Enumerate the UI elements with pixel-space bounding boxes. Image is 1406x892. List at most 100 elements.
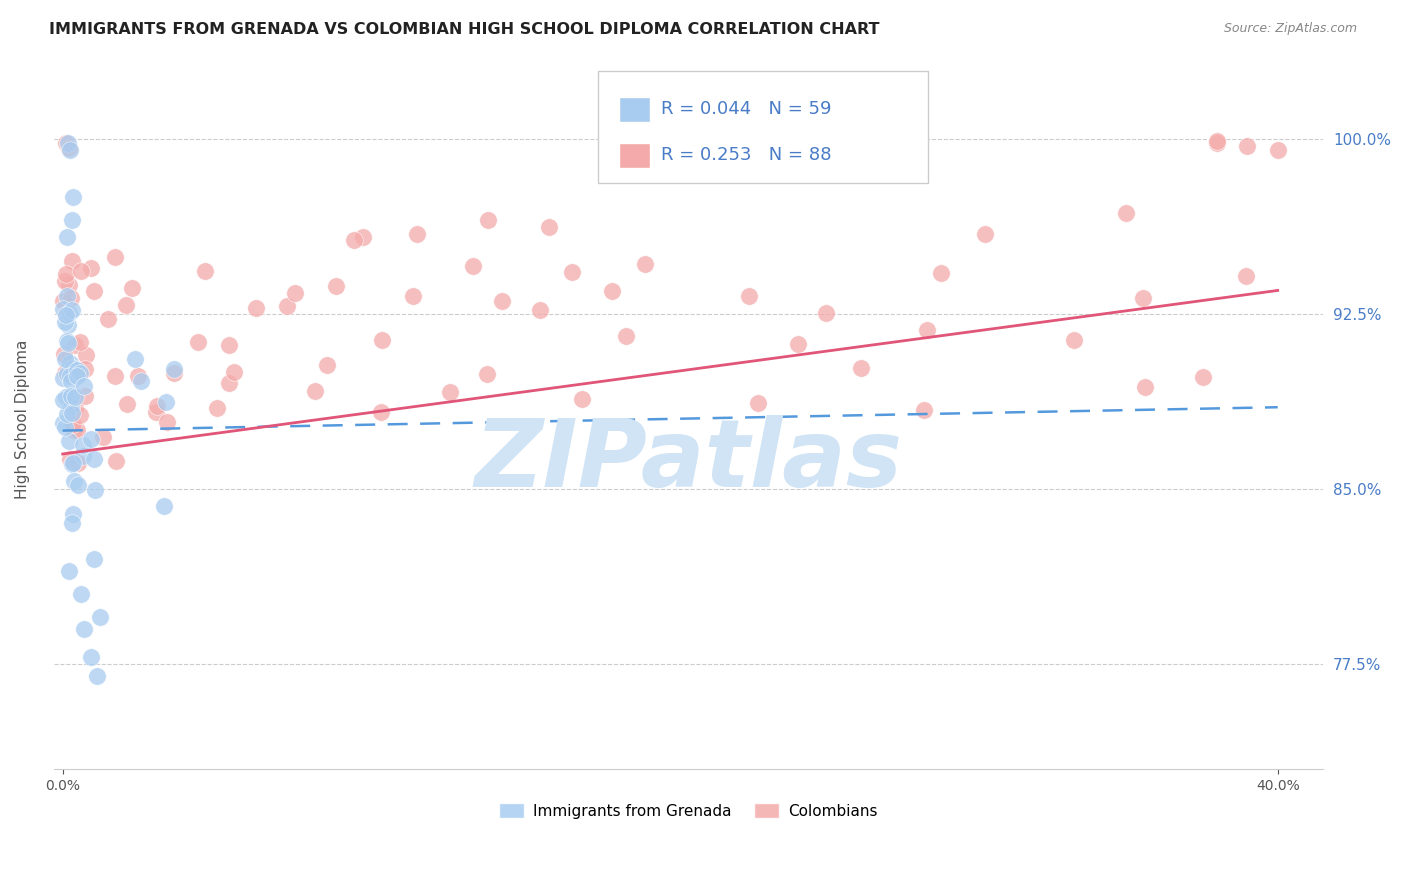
Point xyxy=(53,420,76,434)
Point xyxy=(738,288,761,302)
Point xyxy=(63,338,86,352)
Point xyxy=(55,136,77,151)
Point xyxy=(69,408,91,422)
Point xyxy=(69,334,91,349)
Point xyxy=(58,141,80,155)
Point xyxy=(69,264,91,278)
Point xyxy=(62,474,84,488)
Point xyxy=(58,136,80,151)
Point xyxy=(83,483,105,497)
Point xyxy=(1234,268,1257,283)
Point xyxy=(56,229,79,244)
Point xyxy=(146,399,169,413)
Point xyxy=(851,361,873,376)
Point xyxy=(163,362,186,376)
Point xyxy=(529,303,551,318)
Point xyxy=(52,301,75,316)
Point xyxy=(115,297,138,311)
Y-axis label: High School Diploma: High School Diploma xyxy=(15,339,30,499)
Point xyxy=(53,274,76,288)
Point xyxy=(59,369,82,384)
Point xyxy=(477,213,499,227)
Point xyxy=(66,369,89,384)
Point xyxy=(66,423,89,437)
Point xyxy=(1192,369,1215,384)
Point xyxy=(91,430,114,444)
Point xyxy=(491,294,513,309)
Point xyxy=(75,389,97,403)
Point xyxy=(73,362,96,376)
Point xyxy=(156,415,179,429)
Point xyxy=(194,263,217,277)
Point xyxy=(342,233,364,247)
Point xyxy=(75,348,97,362)
Point xyxy=(80,432,103,446)
Legend: Immigrants from Grenada, Colombians: Immigrants from Grenada, Colombians xyxy=(494,797,883,825)
Point xyxy=(1267,143,1289,157)
Point xyxy=(80,650,103,665)
Point xyxy=(62,417,84,431)
Point xyxy=(83,552,105,566)
Point xyxy=(97,312,120,326)
Text: R = 0.253   N = 88: R = 0.253 N = 88 xyxy=(661,146,831,164)
Point xyxy=(55,307,77,321)
Point xyxy=(72,449,94,463)
Point xyxy=(1132,291,1154,305)
Point xyxy=(56,367,79,381)
Point xyxy=(72,378,94,392)
Point xyxy=(218,376,240,390)
Point xyxy=(62,456,84,470)
Point xyxy=(67,478,90,492)
Point xyxy=(115,397,138,411)
Point xyxy=(815,306,838,320)
Point xyxy=(60,406,83,420)
Point xyxy=(53,315,76,329)
Point xyxy=(59,291,82,305)
Point xyxy=(917,323,939,337)
Point xyxy=(561,265,583,279)
Point xyxy=(56,318,79,333)
Point xyxy=(1133,380,1156,394)
Point xyxy=(52,371,75,385)
Text: R = 0.044   N = 59: R = 0.044 N = 59 xyxy=(661,100,831,118)
Point xyxy=(406,227,429,242)
Point xyxy=(66,363,89,377)
Point xyxy=(60,457,83,471)
Point xyxy=(58,305,80,319)
Point xyxy=(1206,134,1229,148)
Point xyxy=(58,278,80,293)
Point xyxy=(475,367,498,381)
Point xyxy=(59,356,82,370)
Point xyxy=(325,278,347,293)
Point xyxy=(304,384,326,399)
Point xyxy=(747,395,769,409)
Point xyxy=(105,454,128,468)
Point xyxy=(163,366,186,380)
Point xyxy=(55,268,77,282)
Point xyxy=(63,423,86,437)
Point xyxy=(537,220,560,235)
Point xyxy=(121,280,143,294)
Point xyxy=(60,303,83,318)
Point xyxy=(58,434,80,448)
Point xyxy=(370,404,392,418)
Point xyxy=(65,401,87,415)
Point xyxy=(58,335,80,350)
Point xyxy=(129,375,152,389)
Point xyxy=(1236,138,1258,153)
Point xyxy=(276,299,298,313)
Point xyxy=(60,516,83,531)
Point xyxy=(58,389,80,403)
Point xyxy=(83,452,105,467)
Point xyxy=(439,384,461,399)
Point xyxy=(89,610,111,624)
Point xyxy=(353,230,375,244)
Point xyxy=(787,337,810,351)
Point xyxy=(284,286,307,301)
Point xyxy=(1063,334,1085,348)
Point xyxy=(127,369,149,384)
Point xyxy=(60,374,83,388)
Point xyxy=(1115,206,1137,220)
Point xyxy=(600,284,623,298)
Point xyxy=(245,301,267,315)
